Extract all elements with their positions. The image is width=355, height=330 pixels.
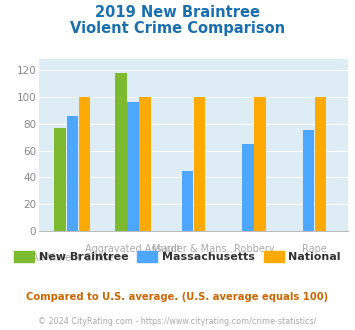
Text: 2019 New Braintree: 2019 New Braintree (95, 5, 260, 20)
Text: Robbery: Robbery (234, 245, 274, 254)
Bar (182, 171, 193, 231)
Legend: New Braintree, Massachusetts, National: New Braintree, Massachusetts, National (10, 247, 345, 267)
Bar (315, 97, 326, 231)
Bar (242, 144, 254, 231)
Text: Murder & Mans...: Murder & Mans... (152, 245, 235, 254)
Bar (194, 97, 205, 231)
Bar (79, 97, 90, 231)
Bar (115, 73, 127, 231)
Bar (139, 97, 151, 231)
Bar (127, 102, 139, 231)
Text: Aggravated Assault: Aggravated Assault (85, 245, 181, 254)
Text: © 2024 CityRating.com - https://www.cityrating.com/crime-statistics/: © 2024 CityRating.com - https://www.city… (38, 317, 317, 326)
Text: All Violent Crime: All Violent Crime (32, 253, 113, 263)
Bar (55, 128, 66, 231)
Bar (254, 97, 266, 231)
Bar (303, 130, 314, 231)
Bar (67, 116, 78, 231)
Text: Rape: Rape (302, 245, 327, 254)
Text: Compared to U.S. average. (U.S. average equals 100): Compared to U.S. average. (U.S. average … (26, 292, 329, 302)
Text: Violent Crime Comparison: Violent Crime Comparison (70, 21, 285, 36)
